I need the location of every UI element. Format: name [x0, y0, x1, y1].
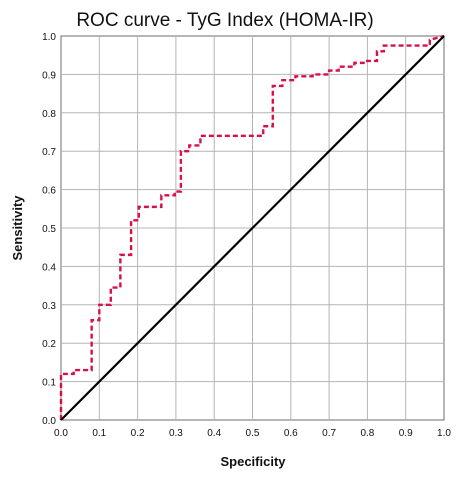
y-axis-label: Sensitivity [10, 195, 25, 261]
y-tick-label: 1.0 [42, 32, 56, 43]
x-tick-label: 1.0 [437, 428, 451, 439]
x-tick-label: 0.5 [246, 428, 260, 439]
grid [61, 36, 444, 420]
y-tick-label: 0.1 [42, 378, 56, 389]
y-tick-label: 0.6 [42, 186, 56, 197]
x-tick-label: 0.3 [169, 428, 183, 439]
x-axis-label: Specificity [220, 454, 286, 469]
x-tick-label: 0.7 [322, 428, 336, 439]
x-tick-label: 0.8 [360, 428, 374, 439]
y-tick-label: 0.4 [42, 262, 56, 273]
reference-diagonal-line [60, 35, 445, 421]
y-tick-label: 0.5 [42, 224, 56, 235]
y-tick-label: 0.2 [42, 339, 56, 350]
y-tick-label: 0.8 [42, 109, 56, 120]
roc-curve-line [59, 34, 445, 420]
y-tick-label: 0.0 [42, 416, 56, 427]
y-tick-label: 0.3 [42, 301, 56, 312]
y-tick-label: 0.7 [42, 147, 56, 158]
x-tick-label: 0.2 [131, 428, 145, 439]
series-layer [59, 34, 445, 421]
chart-title: ROC curve - TyG Index (HOMA-IR) [76, 10, 373, 31]
x-tick-label: 0.1 [92, 428, 106, 439]
x-tick-label: 0.6 [284, 428, 298, 439]
x-tick-label: 0.0 [54, 428, 68, 439]
y-tick-label: 0.9 [42, 70, 56, 81]
x-tick-label: 0.4 [207, 428, 221, 439]
tick-labels: 0.0 0.1 0.2 0.3 0.4 0.5 0.6 0.7 0.8 0.9 1.0 0.0 0.1 0… [42, 32, 451, 439]
x-tick-label: 0.9 [399, 428, 413, 439]
